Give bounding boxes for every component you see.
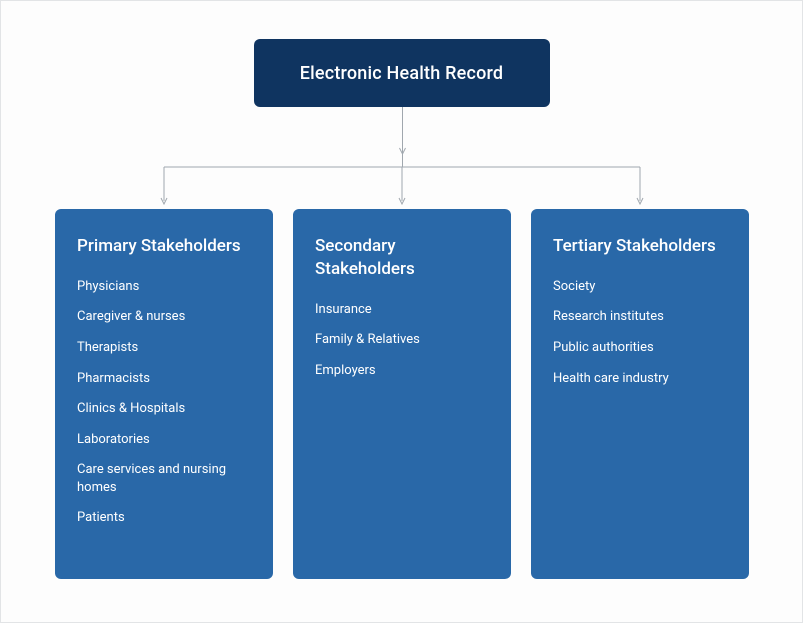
child-item-list: Insurance Family & Relatives Employers <box>315 301 489 380</box>
child-item: Pharmacists <box>77 370 251 388</box>
child-title: Secondary Stakeholders <box>315 235 489 281</box>
child-item: Research institutes <box>553 308 727 326</box>
child-item: Laboratories <box>77 431 251 449</box>
diagram-frame: Electronic Health Record Primary Stakeho… <box>0 0 803 623</box>
child-item: Patients <box>77 509 251 527</box>
child-item: Society <box>553 278 727 296</box>
child-item: Family & Relatives <box>315 331 489 349</box>
child-item: Caregiver & nurses <box>77 308 251 326</box>
child-node: Primary Stakeholders Physicians Caregiver … <box>55 209 273 579</box>
child-item: Health care industry <box>553 370 727 388</box>
child-item: Insurance <box>315 301 489 319</box>
child-item: Employers <box>315 362 489 380</box>
child-title: Primary Stakeholders <box>77 235 251 258</box>
child-item: Therapists <box>77 339 251 357</box>
child-node: Secondary Stakeholders Insurance Family & … <box>293 209 511 579</box>
child-node: Tertiary Stakeholders Society Research ins… <box>531 209 749 579</box>
child-title: Tertiary Stakeholders <box>553 235 727 258</box>
child-item-list: Society Research institutes Public authori… <box>553 278 727 387</box>
child-item: Clinics & Hospitals <box>77 400 251 418</box>
root-node: Electronic Health Record <box>254 39 550 107</box>
child-item: Care services and nursing homes <box>77 461 251 496</box>
child-item: Physicians <box>77 278 251 296</box>
child-item-list: Physicians Caregiver & nurses Therapists Ph… <box>77 278 251 527</box>
child-item: Public authorities <box>553 339 727 357</box>
root-label: Electronic Health Record <box>300 63 504 84</box>
